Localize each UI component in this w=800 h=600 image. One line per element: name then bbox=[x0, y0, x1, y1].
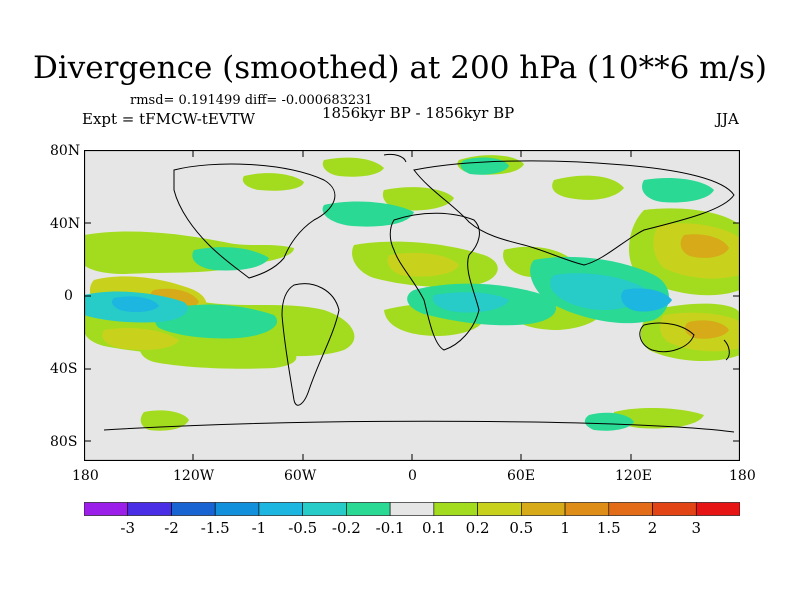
colorbar-swatch bbox=[214, 502, 260, 516]
lat-tick-label: 80N bbox=[50, 143, 81, 159]
lon-tick-label: 120E bbox=[615, 468, 652, 484]
lon-tick-label: 60W bbox=[284, 468, 317, 484]
colorbar-label: 1 bbox=[560, 519, 570, 537]
lon-tick-label: 0 bbox=[408, 468, 417, 484]
plot-title: Divergence (smoothed) at 200 hPa (10**6 … bbox=[33, 50, 767, 86]
colorbar-swatch bbox=[695, 502, 740, 516]
experiment-label: Expt = tFMCW-tEVTW bbox=[82, 110, 256, 128]
lat-tick-label: 40S bbox=[50, 361, 78, 377]
lon-tick-label: 120W bbox=[173, 468, 215, 484]
colorbar-label: -0.1 bbox=[375, 519, 405, 537]
colorbar-swatch bbox=[346, 502, 391, 516]
contours-neg-0.2 bbox=[84, 273, 645, 323]
colorbar-label: 1.5 bbox=[596, 519, 621, 537]
lon-tick-label: 60E bbox=[507, 468, 536, 484]
stats-text: rmsd= 0.191499 diff= -0.000683231 bbox=[130, 93, 373, 108]
colorbar-label: -0.2 bbox=[331, 519, 361, 537]
colorbar bbox=[84, 502, 740, 516]
colorbar-swatch bbox=[433, 502, 478, 516]
lat-tick-label: 0 bbox=[64, 288, 73, 304]
colorbar-label: 0.2 bbox=[465, 519, 490, 537]
lat-tick-label: 80S bbox=[50, 434, 78, 450]
coastlines bbox=[103, 153, 735, 433]
lon-tick-label: 180 bbox=[729, 468, 756, 484]
colorbar-swatch bbox=[477, 502, 522, 516]
divergence-map bbox=[84, 150, 740, 461]
colorbar-label: 3 bbox=[691, 519, 702, 537]
colorbar-swatch bbox=[258, 502, 303, 516]
colorbar-label: -3 bbox=[120, 519, 135, 537]
colorbar-label: 2 bbox=[647, 519, 658, 537]
colorbar-label: 0.5 bbox=[509, 519, 534, 537]
colorbar-swatch bbox=[171, 502, 216, 516]
contours-neg-0.5 bbox=[112, 288, 672, 313]
season-label: JJA bbox=[716, 110, 739, 128]
colorbar-swatch bbox=[521, 502, 566, 516]
colorbar-label: -1 bbox=[251, 519, 267, 537]
colorbar-swatch bbox=[127, 502, 172, 516]
colorbar-swatch bbox=[302, 502, 347, 516]
colorbar-swatch bbox=[608, 502, 653, 516]
lat-tick-label: 40N bbox=[50, 216, 81, 232]
colorbar-swatch bbox=[389, 502, 435, 516]
colorbar-label: -1.5 bbox=[200, 519, 230, 537]
colorbar-label: 0.1 bbox=[421, 519, 446, 537]
period-label: 1856kyr BP - 1856kyr BP bbox=[322, 104, 515, 122]
lon-tick-label: 180 bbox=[72, 468, 99, 484]
colorbar-swatch bbox=[564, 502, 610, 516]
colorbar-swatch bbox=[652, 502, 697, 516]
axis-ticks bbox=[84, 150, 740, 461]
colorbar-swatch bbox=[84, 502, 129, 516]
colorbar-label: -2 bbox=[164, 519, 179, 537]
colorbar-label: -0.5 bbox=[288, 519, 318, 537]
